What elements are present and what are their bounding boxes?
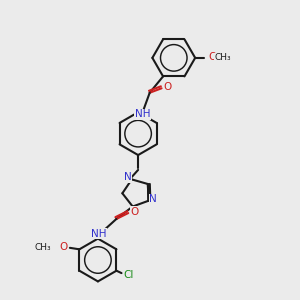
Text: O: O xyxy=(59,242,68,252)
Text: NH: NH xyxy=(91,229,106,239)
Text: O: O xyxy=(164,82,172,92)
Text: N: N xyxy=(124,172,131,182)
Text: Cl: Cl xyxy=(124,271,134,281)
Text: NH: NH xyxy=(134,110,150,119)
Text: O: O xyxy=(208,52,216,62)
Text: CH₃: CH₃ xyxy=(35,243,51,252)
Text: O: O xyxy=(130,207,138,217)
Text: N: N xyxy=(149,194,157,204)
Text: CH₃: CH₃ xyxy=(215,53,231,62)
